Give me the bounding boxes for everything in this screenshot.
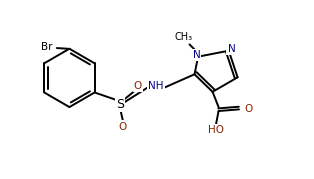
Text: S: S: [116, 98, 124, 111]
Text: N: N: [228, 44, 235, 54]
Text: Br: Br: [41, 42, 52, 52]
Text: O: O: [134, 81, 142, 91]
Text: HO: HO: [208, 125, 224, 135]
Text: CH₃: CH₃: [175, 32, 193, 42]
Text: O: O: [119, 122, 127, 132]
Text: O: O: [244, 104, 252, 114]
Text: N: N: [192, 50, 200, 60]
Text: NH: NH: [148, 81, 164, 91]
